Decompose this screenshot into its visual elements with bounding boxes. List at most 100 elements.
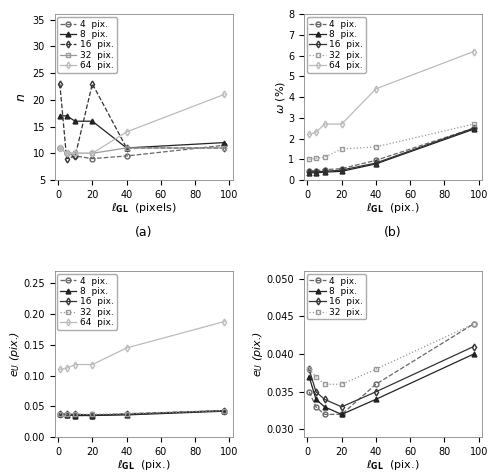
Legend: 4  pix., 8  pix., 16  pix., 32  pix., 64  pix.: 4 pix., 8 pix., 16 pix., 32 pix., 64 pix… xyxy=(307,17,366,73)
8  pix. xyxy=(221,408,227,414)
8  pix. xyxy=(471,351,477,357)
4  pix. xyxy=(471,125,477,131)
32  pix. xyxy=(373,144,379,150)
Line: 4  pix.: 4 pix. xyxy=(57,408,227,418)
32  pix. xyxy=(124,411,130,417)
8  pix. xyxy=(313,170,319,176)
16  pix. xyxy=(313,389,319,395)
16  pix. xyxy=(89,412,95,418)
16  pix. xyxy=(64,411,70,417)
4  pix. xyxy=(57,145,63,151)
8  pix. xyxy=(72,118,78,124)
Text: (b): (b) xyxy=(384,227,402,239)
64  pix. xyxy=(306,132,312,137)
4  pix. xyxy=(306,168,312,173)
4  pix. xyxy=(124,153,130,159)
4  pix. xyxy=(313,168,319,173)
8  pix. xyxy=(124,145,130,151)
Line: 16  pix.: 16 pix. xyxy=(307,126,476,174)
32  pix. xyxy=(306,366,312,372)
16  pix. xyxy=(221,408,227,413)
X-axis label: $\ell_{\mathbf{GL}}$  (pix.): $\ell_{\mathbf{GL}}$ (pix.) xyxy=(366,458,420,472)
Line: 64  pix.: 64 pix. xyxy=(307,49,476,137)
Line: 4  pix.: 4 pix. xyxy=(57,143,227,161)
16  pix. xyxy=(471,125,477,131)
Line: 4  pix.: 4 pix. xyxy=(307,322,476,417)
32  pix. xyxy=(471,121,477,127)
Line: 64  pix.: 64 pix. xyxy=(57,92,227,156)
16  pix. xyxy=(338,404,344,410)
32  pix. xyxy=(124,145,130,151)
16  pix. xyxy=(72,153,78,159)
4  pix. xyxy=(373,381,379,387)
4  pix. xyxy=(313,404,319,410)
64  pix. xyxy=(471,49,477,55)
4  pix. xyxy=(338,166,344,171)
16  pix. xyxy=(338,167,344,173)
8  pix. xyxy=(338,411,344,417)
32  pix. xyxy=(322,381,328,387)
Y-axis label: $\omega$ (%): $\omega$ (%) xyxy=(274,81,287,114)
16  pix. xyxy=(57,411,63,417)
16  pix. xyxy=(72,411,78,417)
8  pix. xyxy=(322,404,328,410)
4  pix. xyxy=(72,413,78,418)
64  pix. xyxy=(64,151,70,156)
32  pix. xyxy=(322,154,328,160)
64  pix. xyxy=(221,319,227,324)
16  pix. xyxy=(306,169,312,175)
4  pix. xyxy=(471,321,477,327)
8  pix. xyxy=(89,118,95,124)
8  pix. xyxy=(373,397,379,402)
8  pix. xyxy=(89,413,95,418)
8  pix. xyxy=(322,169,328,175)
8  pix. xyxy=(57,113,63,119)
Line: 16  pix.: 16 pix. xyxy=(307,344,476,409)
64  pix. xyxy=(57,145,63,151)
64  pix. xyxy=(124,345,130,351)
16  pix. xyxy=(124,145,130,151)
16  pix. xyxy=(471,344,477,350)
Line: 16  pix.: 16 pix. xyxy=(57,408,227,418)
16  pix. xyxy=(57,81,63,86)
Line: 8  pix.: 8 pix. xyxy=(57,409,227,418)
8  pix. xyxy=(64,412,70,418)
4  pix. xyxy=(221,408,227,413)
8  pix. xyxy=(57,411,63,417)
32  pix. xyxy=(313,155,319,161)
8  pix. xyxy=(124,412,130,418)
Line: 64  pix.: 64 pix. xyxy=(57,319,227,372)
8  pix. xyxy=(338,169,344,174)
64  pix. xyxy=(57,367,63,372)
32  pix. xyxy=(64,411,70,417)
16  pix. xyxy=(322,397,328,402)
16  pix. xyxy=(89,81,95,86)
Line: 4  pix.: 4 pix. xyxy=(307,126,476,173)
Y-axis label: $e_U$ (pix.): $e_U$ (pix.) xyxy=(251,331,265,377)
8  pix. xyxy=(373,161,379,167)
Line: 8  pix.: 8 pix. xyxy=(57,114,227,151)
32  pix. xyxy=(373,366,379,372)
16  pix. xyxy=(322,169,328,174)
32  pix. xyxy=(471,321,477,327)
8  pix. xyxy=(313,397,319,402)
4  pix. xyxy=(89,413,95,418)
16  pix. xyxy=(221,145,227,151)
32  pix. xyxy=(306,156,312,162)
Line: 16  pix.: 16 pix. xyxy=(57,81,227,161)
X-axis label: $\ell_{\mathbf{GL}}$  (pixels): $\ell_{\mathbf{GL}}$ (pixels) xyxy=(111,201,176,215)
8  pix. xyxy=(72,413,78,418)
Legend: 4  pix., 8  pix., 16  pix., 32  pix.: 4 pix., 8 pix., 16 pix., 32 pix. xyxy=(307,274,366,319)
4  pix. xyxy=(64,151,70,156)
16  pix. xyxy=(373,389,379,395)
32  pix. xyxy=(221,408,227,413)
Y-axis label: $e_U$ (pix.): $e_U$ (pix.) xyxy=(8,331,22,377)
Legend: 4  pix., 8  pix., 16  pix., 32  pix., 64  pix.: 4 pix., 8 pix., 16 pix., 32 pix., 64 pix… xyxy=(57,17,116,73)
64  pix. xyxy=(338,121,344,127)
32  pix. xyxy=(72,411,78,417)
Line: 32  pix.: 32 pix. xyxy=(307,322,476,386)
8  pix. xyxy=(64,113,70,119)
4  pix. xyxy=(89,156,95,162)
Line: 32  pix.: 32 pix. xyxy=(307,122,476,162)
32  pix. xyxy=(89,151,95,156)
